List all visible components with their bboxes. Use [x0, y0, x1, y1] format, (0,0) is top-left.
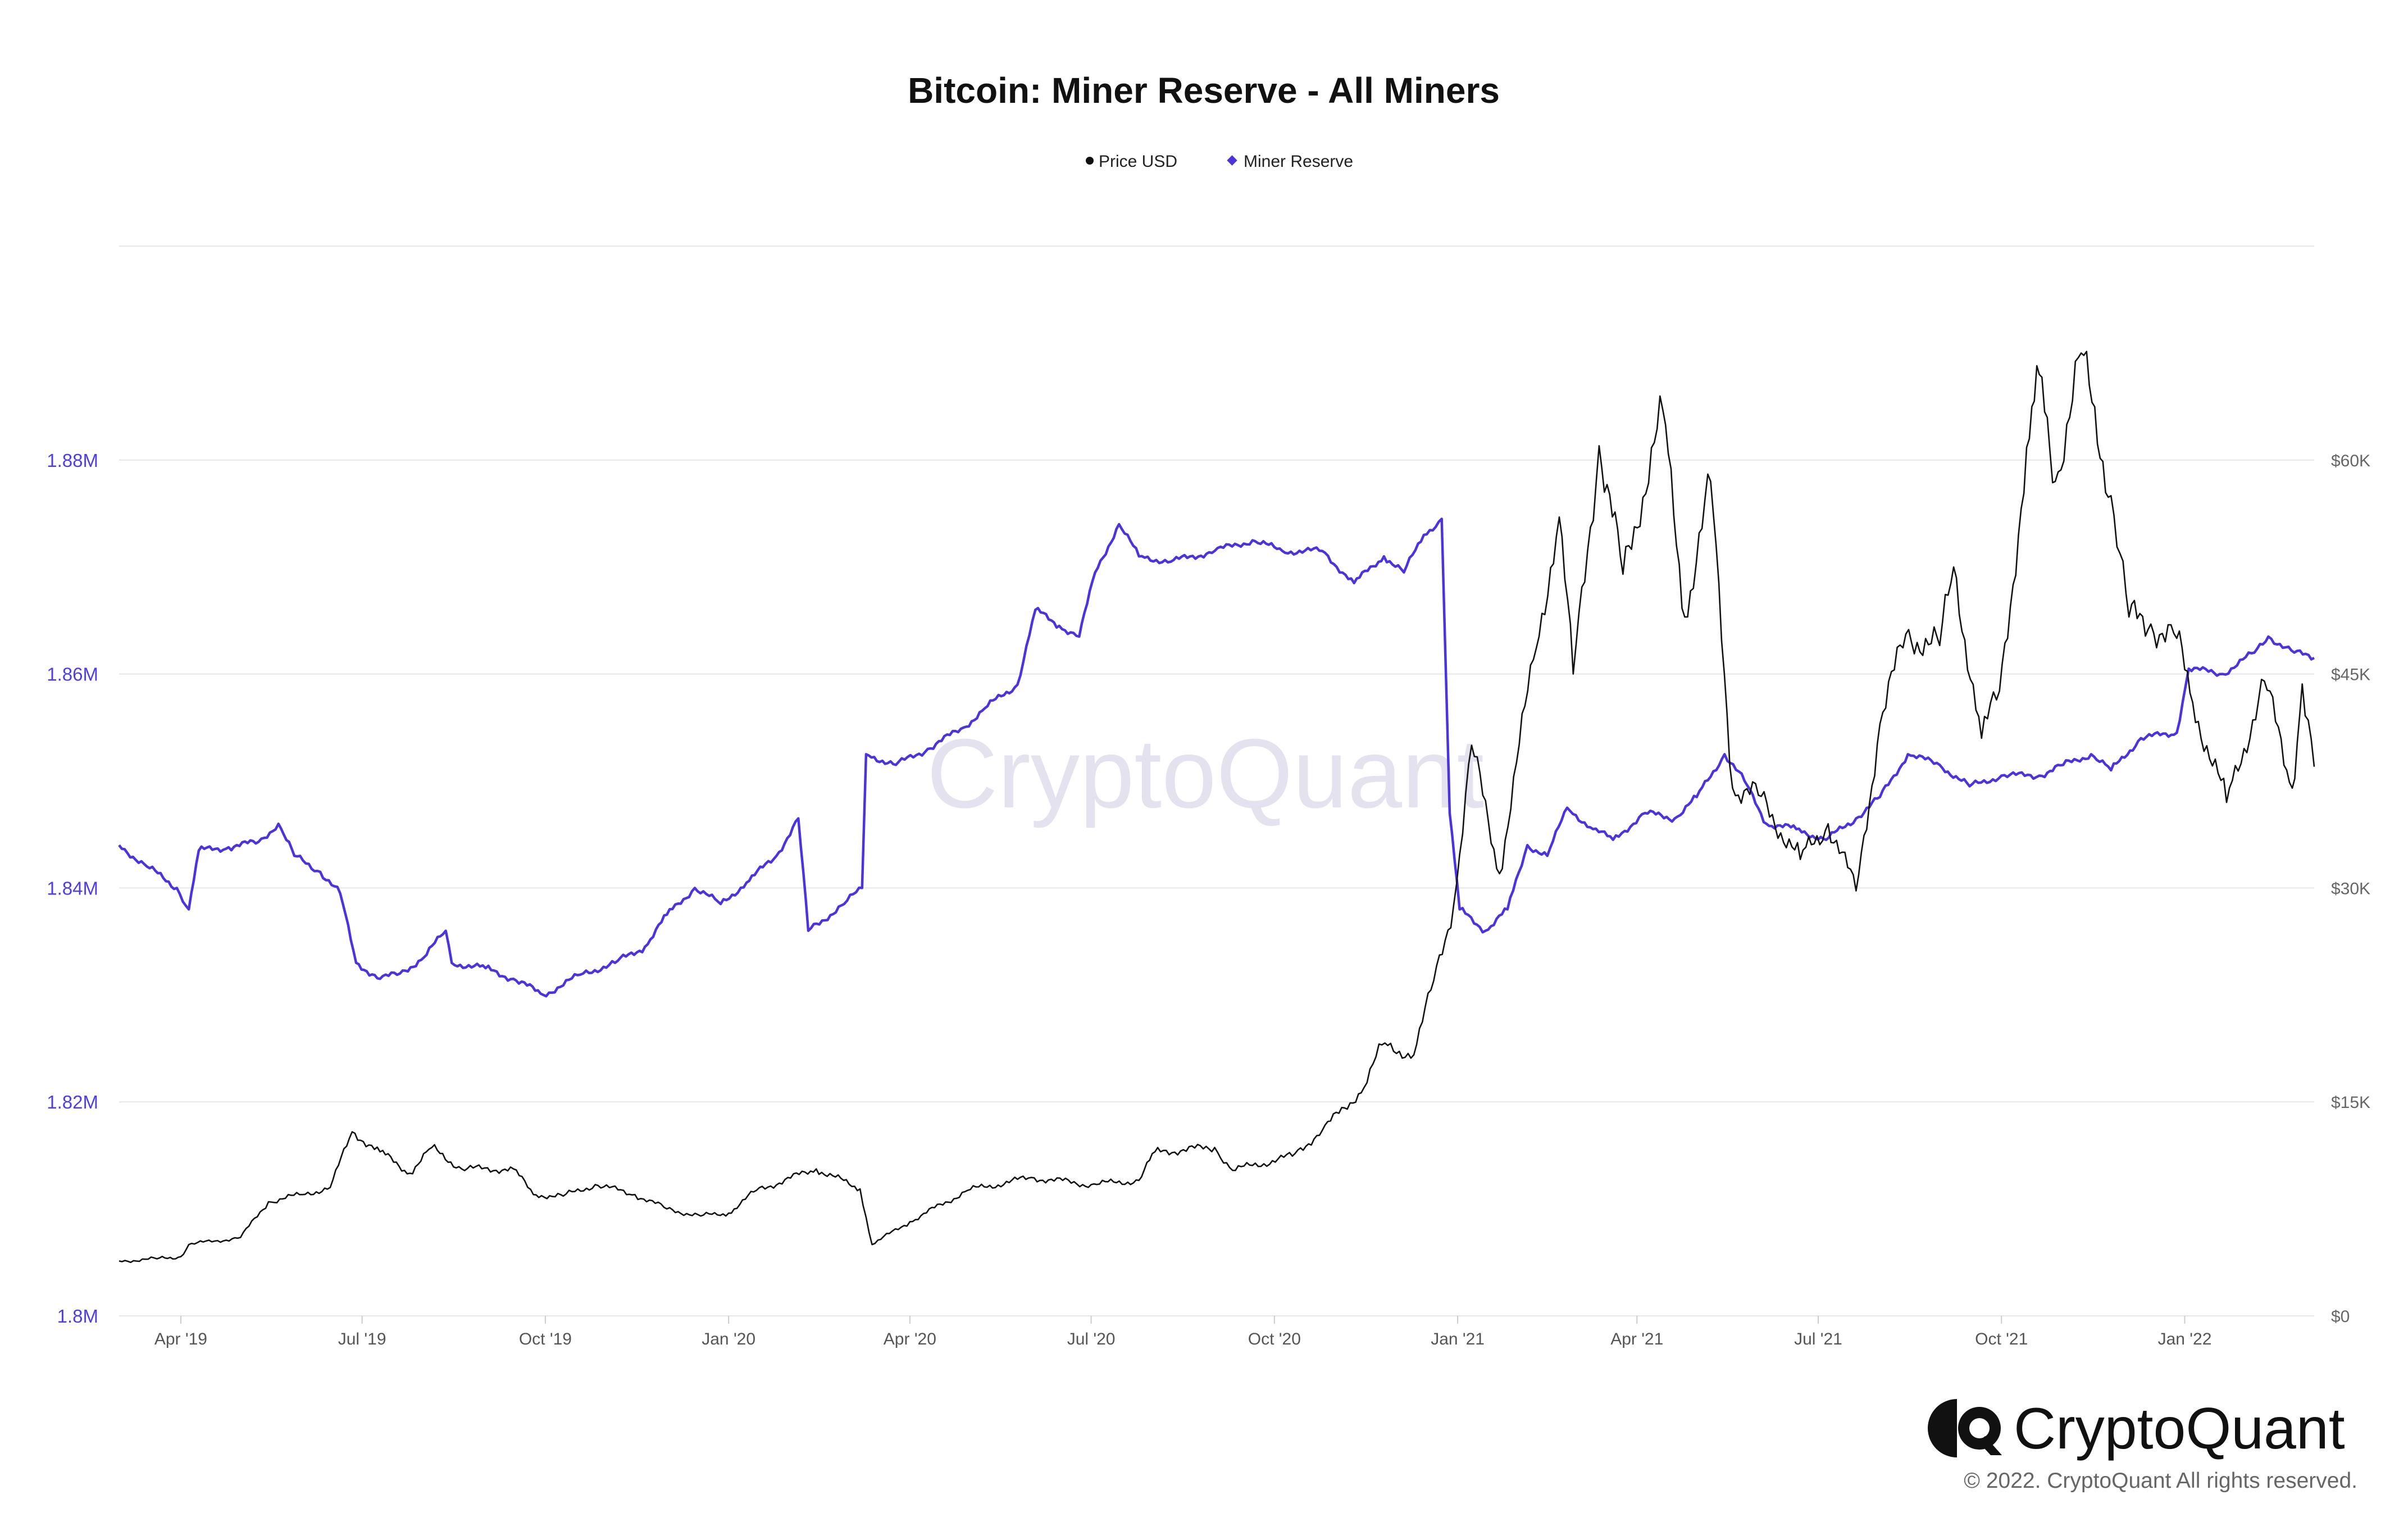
legend-reserve-marker: [1227, 155, 1237, 166]
x-tick-label: Oct '21: [1975, 1330, 2028, 1348]
miner-reserve-line: [118, 517, 2315, 998]
x-tick-label: Oct '19: [519, 1330, 572, 1348]
cryptoquant-logo-icon: [1928, 1399, 2002, 1457]
y-left-tick-label: 1.82M: [47, 1092, 98, 1112]
y-right-tick-label: $60K: [2331, 452, 2370, 470]
y-axis-right: $0 $15K $30K $45K $60K: [2331, 452, 2370, 1326]
x-tick-label: Jan '20: [702, 1330, 755, 1348]
legend-price-label: Price USD: [1099, 152, 1177, 171]
y-left-tick-label: 1.86M: [47, 664, 98, 685]
legend-price-marker: [1086, 157, 1094, 165]
x-tick-label: Apr '20: [884, 1330, 936, 1348]
y-left-tick-label: 1.88M: [47, 450, 98, 471]
legend-item-price[interactable]: Price USD: [1086, 152, 1177, 171]
y-left-tick-label: 1.8M: [57, 1306, 98, 1327]
x-tick-label: Jan '21: [1431, 1330, 1485, 1348]
watermark: CryptoQuant: [927, 719, 1484, 829]
y-right-tick-label: $15K: [2331, 1093, 2370, 1112]
brand-logo: CryptoQuant: [1928, 1396, 2345, 1461]
y-right-tick-label: $45K: [2331, 666, 2370, 684]
x-tick-label: Oct '20: [1248, 1330, 1301, 1348]
chart-title: Bitcoin: Miner Reserve - All Miners: [908, 70, 1500, 111]
x-tick-label: Jul '21: [1794, 1330, 1842, 1348]
legend-reserve-label: Miner Reserve: [1244, 152, 1353, 171]
y-right-tick-label: $30K: [2331, 879, 2370, 898]
x-tick-label: Jul '19: [338, 1330, 386, 1348]
legend-item-reserve[interactable]: Miner Reserve: [1227, 152, 1353, 171]
price-usd-line: [119, 351, 2315, 1264]
legend: Price USD Miner Reserve: [1086, 152, 1353, 171]
brand-name: CryptoQuant: [2014, 1396, 2345, 1461]
y-left-tick-label: 1.84M: [47, 878, 98, 898]
copyright-text: © 2022. CryptoQuant All rights reserved.: [1964, 1469, 2357, 1493]
y-right-tick-label: $0: [2331, 1307, 2350, 1326]
x-axis: Apr '19 Jul '19 Oct '19 Jan '20 Apr '20 Jul '…: [154, 1316, 2212, 1348]
x-tick-label: Jul '20: [1067, 1330, 1116, 1348]
y-axis-left: 1.8M 1.82M 1.84M 1.86M 1.88M: [47, 450, 98, 1327]
gridlines: [119, 246, 2314, 1316]
x-tick-label: Jan '22: [2158, 1330, 2212, 1348]
x-tick-label: Apr '19: [154, 1330, 207, 1348]
x-tick-label: Apr '21: [1610, 1330, 1663, 1348]
